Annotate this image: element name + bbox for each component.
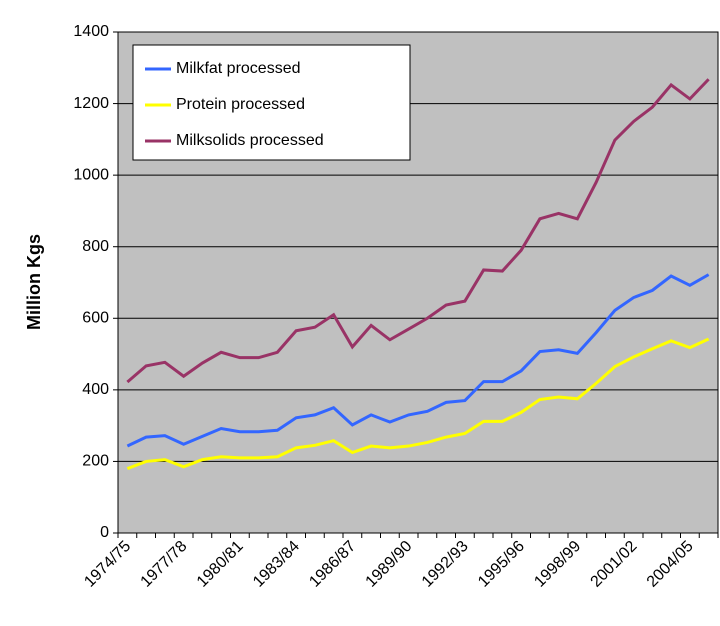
x-tick-label: 1989/90 [363,538,416,591]
y-tick-label: 200 [82,453,109,470]
y-tick-label: 600 [82,310,109,327]
y-tick-label: 0 [100,524,109,541]
legend-label: Milksolids processed [176,132,324,149]
x-tick-label: 1974/75 [81,538,134,591]
y-tick-label: 1000 [73,166,109,183]
x-tick-label: 1983/84 [250,538,303,591]
legend-box [132,44,411,161]
x-tick-label: 1977/78 [138,538,191,591]
legend-label: Milkfat processed [176,60,301,77]
line-series [126,78,710,384]
legend-label: Protein processed [176,96,305,113]
x-tick-label: 1992/93 [419,538,472,591]
line-series [126,273,710,448]
y-tick-label: 1400 [73,23,109,40]
line-series [126,337,710,470]
x-tick-label: 1995/96 [475,538,528,591]
x-tick-label: 2004/05 [644,538,697,591]
x-tick-label: 1998/99 [531,538,584,591]
y-axis-label: Million Kgs [24,234,44,330]
y-tick-label: 1200 [73,95,109,112]
y-tick-label: 400 [82,381,109,398]
x-tick-label: 1986/87 [306,538,359,591]
x-tick-label: 2001/02 [588,538,641,591]
y-tick-label: 800 [82,238,109,255]
x-tick-label: 1980/81 [194,538,247,591]
